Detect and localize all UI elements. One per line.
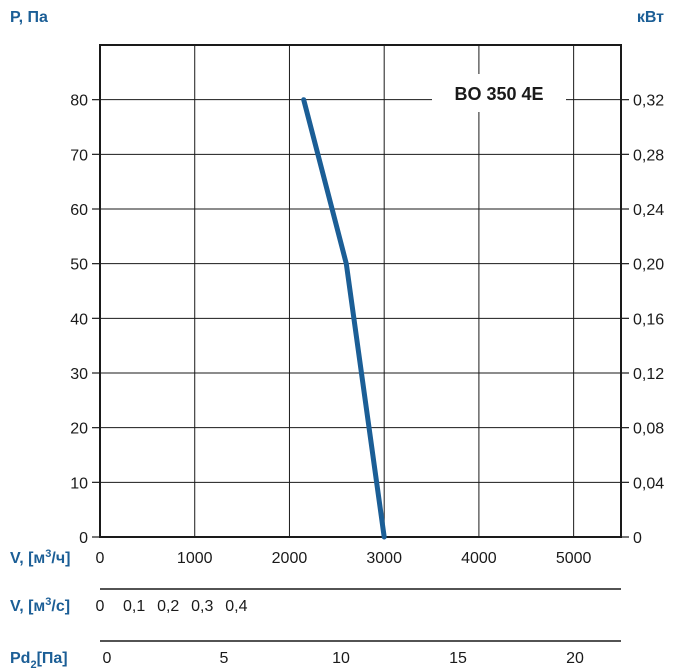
xtick-pd-label: 10 — [332, 650, 350, 667]
ytick-right-label: 0,24 — [633, 202, 664, 219]
ytick-left-label: 20 — [70, 421, 88, 438]
xtick-m3h-label: 1000 — [177, 550, 213, 567]
ytick-left-label: 10 — [70, 475, 88, 492]
axis-ticks: 0 1000 2000 3000 4000 50000102030405060708000… — [70, 93, 664, 667]
ytick-right-label: 0,28 — [633, 147, 664, 164]
xtick-m3s-label: 0,4 — [225, 598, 247, 615]
xtick-pd-label: 15 — [449, 650, 467, 667]
performance-curve — [301, 97, 387, 540]
left-axis-unit-label: P, Па — [10, 9, 48, 26]
ytick-left-label: 50 — [70, 257, 88, 274]
ytick-left-label: 60 — [70, 202, 88, 219]
xtick-pd-label: 5 — [220, 650, 229, 667]
xtick-m3h-label: 5000 — [556, 550, 592, 567]
xtick-m3s-label: 0,3 — [191, 598, 213, 615]
xaxis-pd-label: Pd2[Па] — [10, 650, 68, 671]
ytick-right-label: 0,08 — [633, 421, 664, 438]
xtick-m3s-label: 0,1 — [123, 598, 145, 615]
ytick-left-label: 80 — [70, 93, 88, 110]
xtick-m3h-label: 2000 — [272, 550, 308, 567]
ytick-left-label: 40 — [70, 311, 88, 328]
ytick-left-label: 30 — [70, 366, 88, 383]
ytick-right-label: 0,04 — [633, 475, 664, 492]
xtick-m3h-label: 0 — [96, 550, 105, 567]
xtick-m3h-label: 4000 — [461, 550, 497, 567]
ytick-right-label: 0,20 — [633, 257, 664, 274]
ytick-right-label: 0,16 — [633, 311, 664, 328]
ytick-right-label: 0,12 — [633, 366, 664, 383]
ytick-right-label: 0 — [633, 530, 642, 547]
xtick-m3s-label: 0 — [96, 598, 105, 615]
ytick-left-label: 0 — [79, 530, 88, 547]
xtick-pd-label: 0 — [103, 650, 112, 667]
model-label: BO 350 4E — [454, 84, 543, 104]
xaxis-m3s-label: V, [м3/с] — [10, 596, 70, 615]
xtick-pd-label: 20 — [566, 650, 584, 667]
ytick-left-label: 70 — [70, 147, 88, 164]
xaxis-m3h-label: V, [м3/ч] — [10, 548, 70, 567]
grid-lines — [100, 45, 621, 537]
xtick-m3s-label: 0,2 — [157, 598, 179, 615]
ytick-right-label: 0,32 — [633, 93, 664, 110]
model-label-box — [432, 74, 566, 112]
xtick-m3h-label: 3000 — [366, 550, 402, 567]
series-line — [301, 97, 387, 540]
right-axis-unit-label: кВт — [637, 9, 664, 26]
plot-frame — [99, 44, 622, 538]
